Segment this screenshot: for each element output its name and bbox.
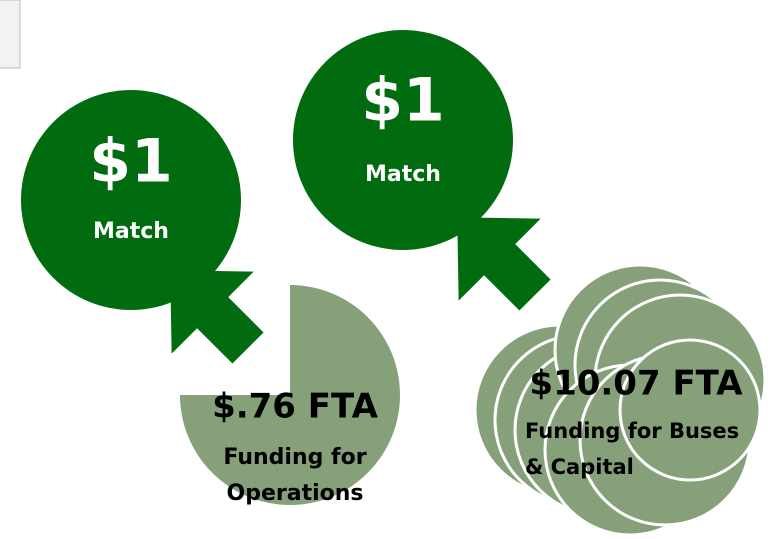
label: Funding for — [223, 445, 366, 470]
operations-pie — [180, 285, 400, 505]
right-match-circle — [293, 30, 513, 250]
label: Match — [365, 162, 441, 187]
label: Operations — [227, 481, 364, 506]
amount: $10.07 FTA — [529, 364, 743, 404]
arrows — [170, 217, 551, 364]
amount: $1 — [361, 66, 445, 136]
left-match-circle — [21, 90, 241, 310]
amount: $1 — [89, 127, 173, 197]
corner-box — [0, 0, 21, 69]
amount: $.76 FTA — [212, 387, 379, 427]
capital-stack — [473, 263, 767, 537]
label: Funding for Buses — [525, 419, 739, 443]
label: & Capital — [525, 455, 634, 479]
label: Match — [93, 219, 169, 244]
